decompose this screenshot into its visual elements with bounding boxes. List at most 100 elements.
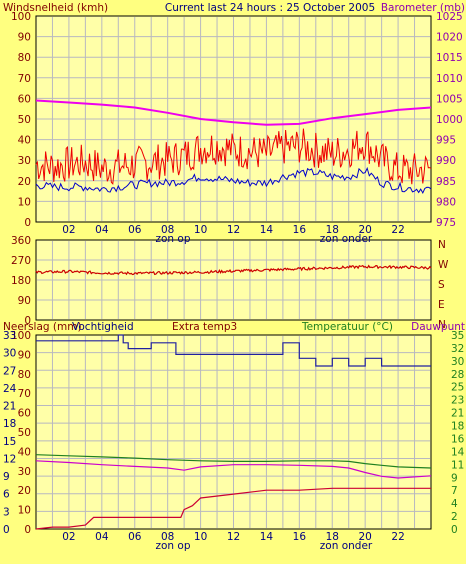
time-tick-label: 20 [358, 531, 371, 543]
temperature-tick-label: 18 [451, 421, 464, 433]
rain-tick-label: 40 [18, 446, 31, 458]
time-tick-label: 16 [293, 531, 307, 543]
compass-label: N [438, 239, 446, 251]
temperature-tick-label: 16 [451, 433, 465, 445]
temperature-tick-label: 11 [451, 459, 464, 471]
temperature-tick-label: 35 [451, 330, 464, 342]
rain-tick-label: 80 [18, 369, 31, 381]
time-tick-label: 22 [391, 224, 404, 236]
sunset-label-top: zon onder [320, 233, 373, 245]
temperature-tick-label: 21 [451, 408, 464, 420]
time-tick-label: 14 [260, 224, 274, 236]
temperature-line [35, 454, 432, 469]
barometer-tick-label: 1020 [436, 32, 463, 44]
wind-tick-label: 80 [18, 52, 31, 64]
direction-tick-label: 90 [18, 295, 31, 307]
temperature-axis-label: Temperatuur (°C) [301, 321, 393, 333]
wind-direction-line [35, 264, 432, 276]
direction-tick-label: 180 [11, 275, 31, 287]
temperature-tick-label: 2 [451, 511, 458, 523]
wind-tick-label: 20 [18, 176, 31, 188]
rain-tick-label: 90 [18, 349, 31, 361]
temperature-tick-label: 9 [451, 472, 458, 484]
time-tick-label: 08 [161, 224, 174, 236]
barometer-tick-label: 985 [436, 176, 456, 188]
barometer-tick-label: 1025 [436, 11, 463, 23]
time-tick-label: 06 [128, 531, 142, 543]
barometer-tick-label: 1015 [436, 52, 463, 64]
humidity-tick-label: 33 [3, 330, 16, 342]
rain-tick-label: 70 [18, 388, 31, 400]
humidity-tick-label: 15 [3, 436, 16, 448]
humidity-axis-label: Vochtigheid [72, 321, 134, 333]
direction-tick-label: 0 [24, 315, 31, 327]
wind-tick-label: 100 [11, 11, 31, 23]
compass-label: N [438, 319, 446, 331]
temperature-tick-label: 14 [451, 446, 465, 458]
time-tick-label: 02 [62, 224, 75, 236]
barometer-tick-label: 990 [436, 155, 456, 167]
time-tick-label: 18 [326, 531, 339, 543]
wind-tick-label: 10 [18, 196, 31, 208]
humidity-tick-label: 27 [3, 365, 16, 377]
humidity-tick-label: 30 [3, 348, 16, 360]
wind-tick-label: 40 [18, 135, 31, 147]
rain-tick-label: 10 [18, 505, 31, 517]
time-tick-label: 20 [358, 224, 371, 236]
wind-average-line [35, 166, 432, 195]
wind-tick-label: 30 [18, 155, 31, 167]
barometer-axis-label: Barometer (mb) [381, 2, 465, 14]
barometer-tick-label: 995 [436, 135, 456, 147]
humidity-tick-label: 9 [3, 471, 10, 483]
rain-tick-label: 100 [11, 330, 31, 342]
humidity-tick-label: 3 [3, 506, 10, 518]
time-tick-label: 16 [293, 224, 307, 236]
sunrise-label-bottom: zon op [155, 540, 190, 552]
wind-tick-label: 60 [18, 93, 31, 105]
rain-tick-label: 30 [18, 466, 31, 478]
temperature-tick-label: 32 [451, 343, 464, 355]
temperature-tick-label: 30 [451, 356, 464, 368]
barometer-tick-label: 1000 [436, 114, 463, 126]
barometer-tick-label: 980 [436, 196, 456, 208]
wind-tick-label: 70 [18, 73, 31, 85]
wind-tick-label: 50 [18, 114, 31, 126]
wind-speed-line [35, 128, 432, 185]
direction-tick-label: 270 [11, 255, 31, 267]
time-tick-label: 22 [391, 531, 404, 543]
time-tick-label: 10 [194, 531, 207, 543]
time-tick-label: 12 [227, 224, 240, 236]
sunset-label-bottom: zon onder [320, 540, 373, 552]
temperature-tick-label: 4 [451, 498, 458, 510]
wind-tick-label: 0 [24, 217, 31, 229]
rain-axis-label: Neerslag (mm) [3, 321, 82, 333]
compass-label: E [438, 299, 445, 311]
time-tick-label: 18 [326, 224, 339, 236]
rain-tick-label: 20 [18, 485, 31, 497]
wind-tick-label: 90 [18, 32, 31, 44]
grid [37, 241, 430, 319]
barometer-line [35, 99, 432, 126]
time-tick-label: 04 [95, 224, 109, 236]
rain-line [35, 487, 431, 530]
compass-label: S [438, 279, 445, 291]
wind-axis-label: Windsnelheid (kmh) [3, 2, 108, 14]
temperature-tick-label: 28 [451, 369, 464, 381]
temperature-tick-label: 7 [451, 485, 458, 497]
time-tick-label: 10 [194, 224, 207, 236]
dewpoint-line [35, 460, 432, 479]
humidity-tick-label: 21 [3, 401, 16, 413]
compass-label: W [438, 259, 449, 271]
time-tick-label: 06 [128, 224, 142, 236]
time-tick-label: 12 [227, 531, 240, 543]
barometer-tick-label: 1005 [436, 93, 463, 105]
humidity-tick-label: 12 [3, 453, 16, 465]
humidity-tick-label: 6 [3, 489, 10, 501]
temperature-tick-label: 0 [451, 524, 458, 536]
humidity-tick-label: 0 [3, 524, 10, 536]
rain-tick-label: 50 [18, 427, 31, 439]
chart-title: Current last 24 hours : 25 October 2005 [165, 2, 375, 14]
sunrise-label-top: zon op [155, 233, 190, 245]
direction-tick-label: 360 [11, 235, 31, 247]
